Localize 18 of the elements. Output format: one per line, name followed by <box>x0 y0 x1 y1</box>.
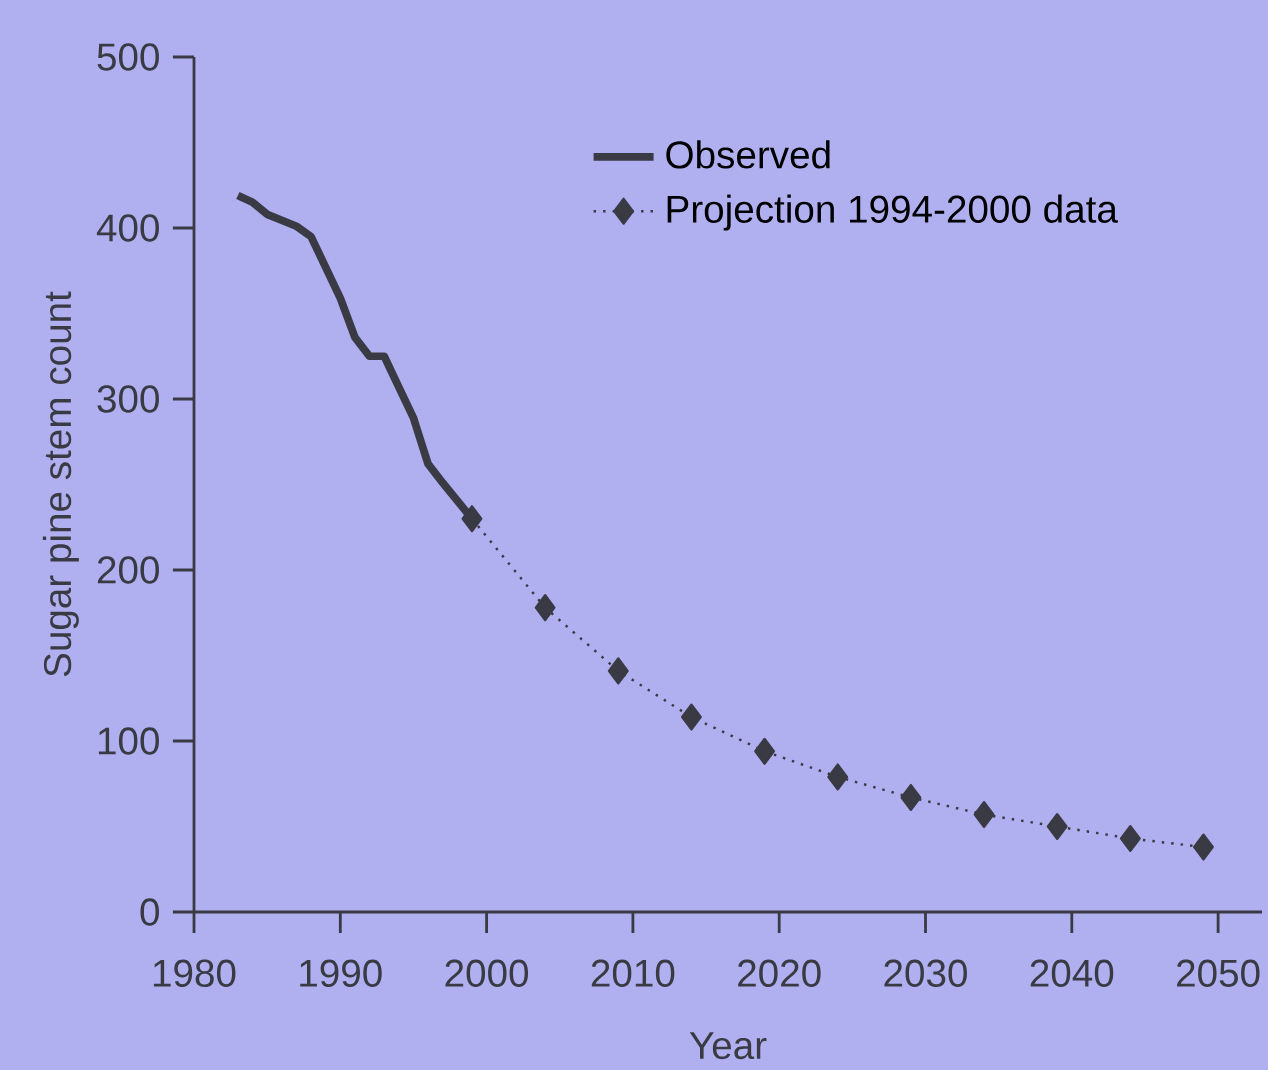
x-tick-label: 2010 <box>591 959 675 987</box>
y-tick-label: 100 <box>98 727 159 755</box>
y-tick-label: 500 <box>97 43 159 71</box>
x-tick-label: 2000 <box>445 959 529 987</box>
legend-label: Projection 1994-2000 data <box>667 194 1118 231</box>
y-axis-title: Sugar pine stem count <box>42 291 79 677</box>
y-tick-label: 400 <box>96 214 159 242</box>
x-tick-label: 2030 <box>884 959 967 987</box>
x-tick-label: 2050 <box>1177 959 1260 987</box>
x-tick-label: 2040 <box>1030 959 1114 987</box>
x-axis-title: Year <box>689 1032 767 1060</box>
y-tick-label: 200 <box>97 556 159 584</box>
x-tick-label: 1990 <box>300 959 382 987</box>
legend-label: Observed <box>666 140 830 169</box>
x-tick-label: 1980 <box>153 959 236 987</box>
y-tick-label: 0 <box>140 898 159 926</box>
y-tick-label: 300 <box>97 385 159 413</box>
x-tick-label: 2020 <box>738 959 821 987</box>
